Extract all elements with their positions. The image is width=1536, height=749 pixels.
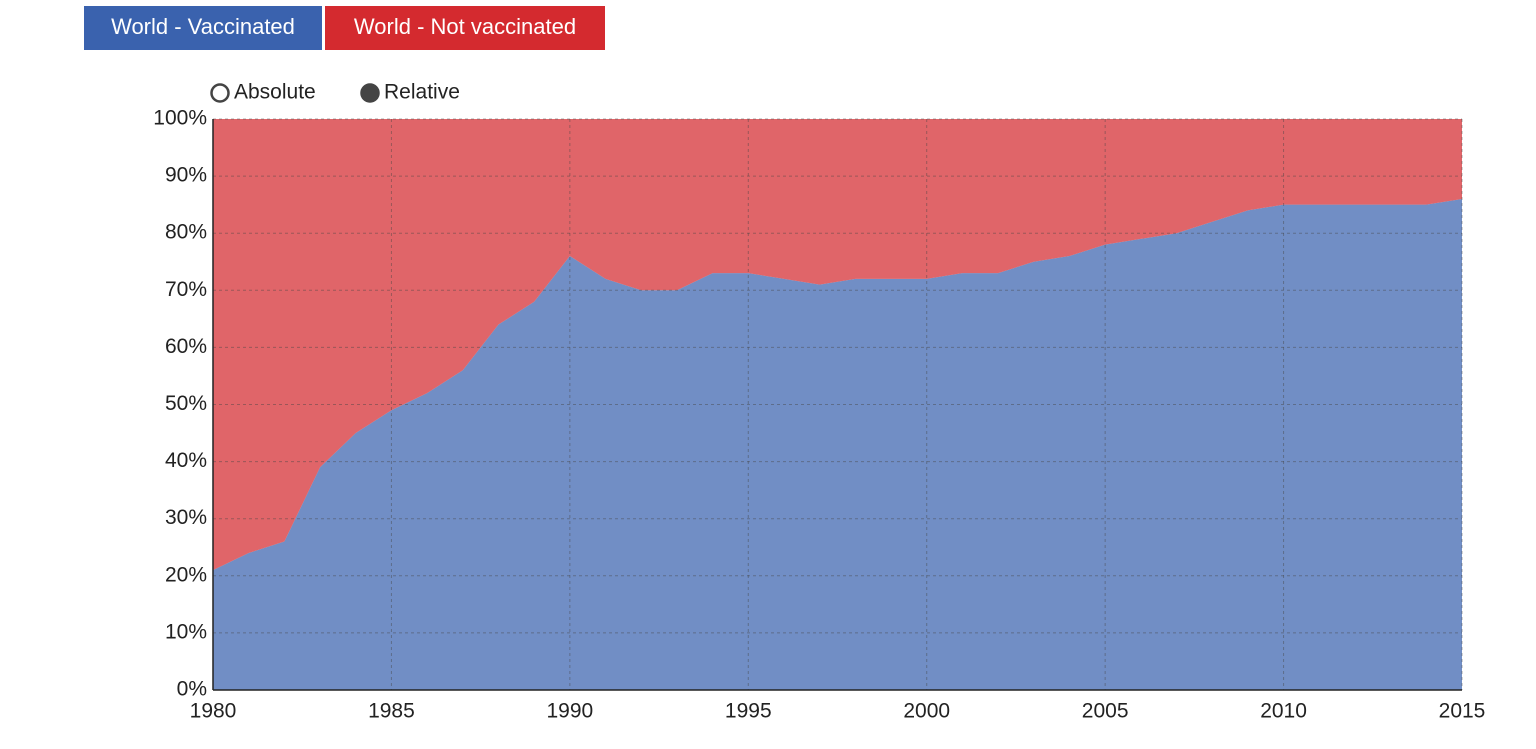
area: [213, 198, 1462, 690]
y-tick-label: 0%: [177, 678, 207, 701]
y-tick-label: 10%: [165, 620, 207, 643]
legend-button[interactable]: [84, 6, 322, 50]
legend-label[interactable]: World - Not vaccinated: [354, 14, 576, 39]
radio-button[interactable]: [360, 83, 380, 103]
y-tick-label: 100%: [153, 107, 207, 130]
y-tick-label: 40%: [165, 449, 207, 472]
area: [213, 119, 1462, 571]
x-tick-label: 2010: [1260, 700, 1307, 723]
y-tick-label: 50%: [165, 392, 207, 415]
radio-label[interactable]: Absolute: [234, 81, 316, 104]
y-tick-label: 70%: [165, 278, 207, 301]
x-tick-label: 2000: [903, 700, 950, 723]
y-tick-label: 90%: [165, 164, 207, 187]
x-tick-label: 2015: [1439, 700, 1486, 723]
x-tick-label: 1990: [546, 700, 593, 723]
y-tick-label: 20%: [165, 563, 207, 586]
x-tick-label: 1980: [190, 700, 237, 723]
x-tick-label: 2005: [1082, 700, 1129, 723]
x-tick-label: 1985: [368, 700, 415, 723]
y-tick-label: 60%: [165, 335, 207, 358]
y-tick-label: 30%: [165, 506, 207, 529]
radio-label[interactable]: Relative: [384, 81, 460, 104]
y-tick-label: 80%: [165, 221, 207, 244]
legend-button[interactable]: [325, 6, 605, 50]
x-tick-label: 1995: [725, 700, 772, 723]
radio-button[interactable]: [210, 83, 230, 103]
legend-label[interactable]: World - Vaccinated: [111, 14, 295, 39]
